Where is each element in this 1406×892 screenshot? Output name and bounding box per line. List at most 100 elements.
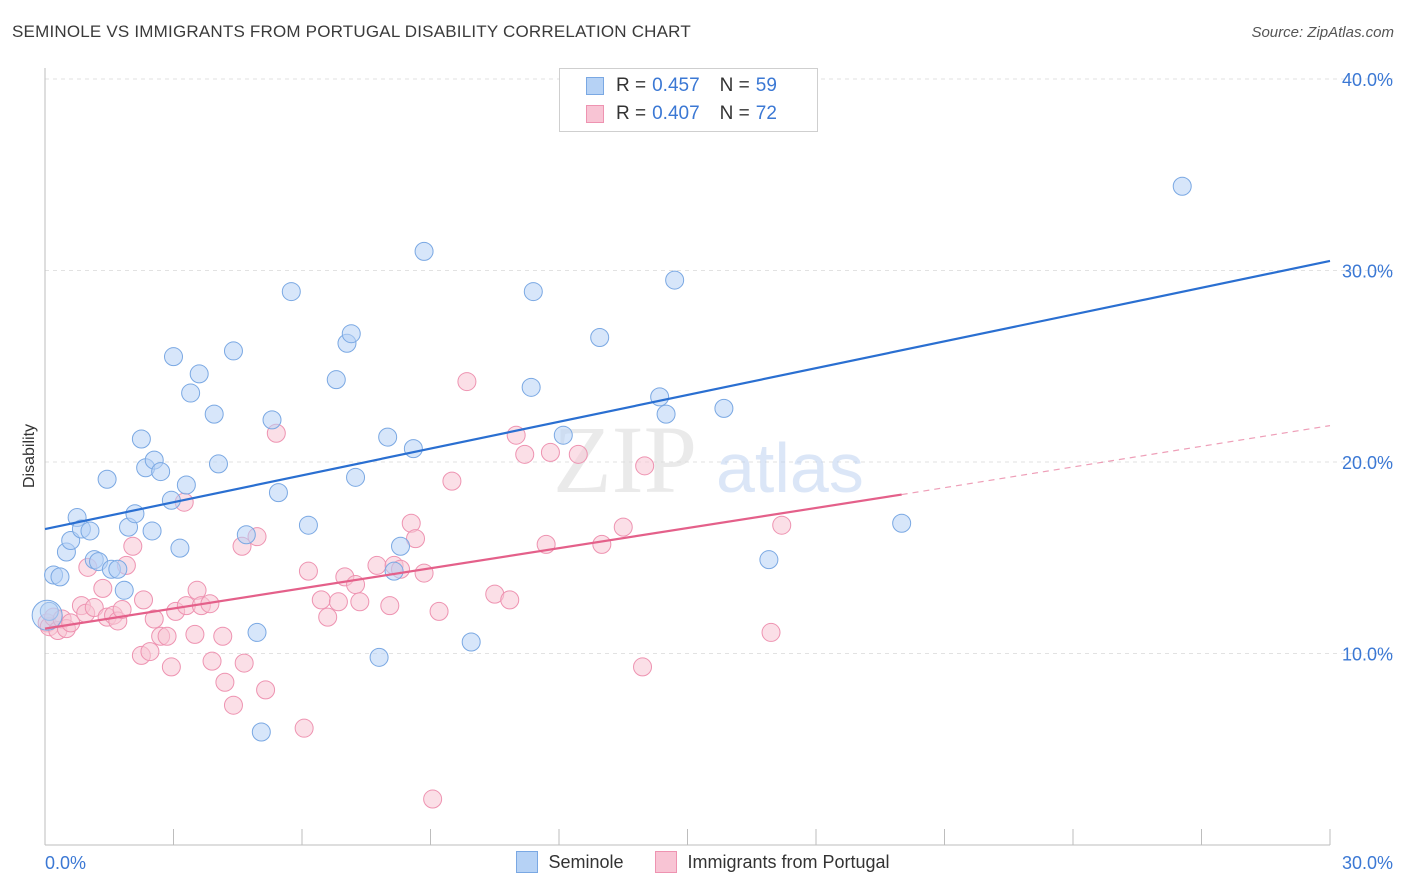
series-legend: Seminole Immigrants from Portugal — [0, 851, 1406, 873]
data-point-portugal — [123, 536, 143, 556]
data-point-portugal — [185, 624, 205, 644]
data-point-seminole — [80, 521, 100, 541]
watermark-atlas: atlas — [716, 429, 864, 507]
y-tick-labels: 10.0% 20.0% 30.0% 40.0% — [1342, 70, 1393, 665]
data-point-seminole — [189, 364, 209, 384]
n-label: N = — [719, 75, 750, 96]
data-point-seminole — [298, 515, 318, 535]
data-point-portugal — [213, 626, 233, 646]
y-tick-label: 30.0% — [1342, 262, 1393, 282]
trend-line-portugal — [44, 493, 902, 630]
data-point-portugal — [772, 515, 792, 535]
legend-item-portugal[interactable]: Immigrants from Portugal — [655, 851, 890, 873]
data-point-portugal — [157, 626, 177, 646]
seminole-swatch — [516, 851, 539, 873]
data-point-seminole — [414, 241, 434, 261]
y-tick-label: 20.0% — [1342, 453, 1393, 473]
data-point-seminole — [142, 521, 162, 541]
data-point-seminole — [97, 469, 117, 489]
n-value: 59 — [755, 75, 777, 96]
data-point-portugal — [202, 651, 222, 671]
x-tick-labels: 0.0% 30.0% — [45, 853, 1393, 873]
trend-line-seminole — [44, 259, 1331, 531]
y-tick-label: 40.0% — [1342, 70, 1393, 90]
series-seminole-points — [31, 176, 1192, 742]
data-point-portugal — [112, 599, 132, 619]
trend-line-portugal-extension — [901, 425, 1331, 496]
data-point-seminole — [369, 647, 389, 667]
data-point-portugal — [515, 444, 535, 464]
data-point-seminole — [341, 324, 361, 344]
data-point-seminole — [656, 404, 676, 424]
watermark: ZIP atlas — [553, 406, 864, 513]
data-point-portugal — [298, 561, 318, 581]
data-point-portugal — [328, 592, 348, 612]
data-point-portugal — [380, 596, 400, 616]
x-tick-label: 0.0% — [45, 853, 86, 873]
r-value: 0.457 — [652, 75, 700, 96]
axes — [44, 68, 1331, 846]
data-point-portugal — [442, 471, 462, 491]
data-point-seminole — [181, 383, 201, 403]
data-point-portugal — [215, 672, 235, 692]
data-point-portugal — [134, 590, 154, 610]
data-point-seminole — [759, 550, 779, 570]
chart-title: SEMINOLE VS IMMIGRANTS FROM PORTUGAL DIS… — [12, 22, 691, 41]
seminole-swatch — [586, 77, 604, 95]
legend-item-seminole[interactable]: Seminole — [516, 851, 623, 873]
n-value: 72 — [755, 103, 777, 124]
data-point-portugal — [318, 607, 338, 627]
data-point-portugal — [414, 563, 434, 583]
data-point-seminole — [553, 425, 573, 445]
data-point-seminole — [391, 536, 411, 556]
data-point-seminole — [50, 567, 70, 587]
data-point-portugal — [93, 578, 113, 598]
y-axis-label: Disability — [21, 424, 38, 488]
x-tick-label: 30.0% — [1342, 853, 1393, 873]
data-point-seminole — [176, 475, 196, 495]
data-point-seminole — [384, 561, 404, 581]
n-label: N = — [719, 103, 750, 124]
r-label: R = — [616, 75, 647, 96]
data-point-seminole — [208, 454, 228, 474]
data-point-seminole — [461, 632, 481, 652]
stats-legend: R = 0.457 N = 59 R = 0.407 N = 72 — [559, 68, 818, 132]
data-point-seminole — [403, 439, 423, 459]
data-point-portugal — [592, 534, 612, 554]
portugal-swatch — [655, 851, 678, 873]
data-point-seminole — [378, 427, 398, 447]
stats-legend-row-portugal: R = 0.407 N = 72 — [586, 101, 777, 127]
data-point-seminole — [223, 341, 243, 361]
data-point-portugal — [256, 680, 276, 700]
grid-lines — [45, 78, 1395, 654]
data-point-seminole — [125, 504, 145, 524]
data-point-seminole — [247, 622, 267, 642]
data-point-seminole — [170, 538, 190, 558]
source-credit: Source: ZipAtlas.com — [1251, 24, 1394, 41]
data-point-seminole — [521, 377, 541, 397]
legend-label-seminole: Seminole — [548, 851, 624, 872]
data-point-portugal — [761, 622, 781, 642]
data-point-seminole — [204, 404, 224, 424]
data-point-seminole — [114, 580, 134, 600]
data-point-seminole — [1172, 176, 1192, 196]
data-point-seminole — [151, 462, 171, 482]
data-point-seminole — [714, 398, 734, 418]
data-point-seminole — [108, 559, 128, 579]
data-point-portugal — [367, 555, 387, 575]
portugal-swatch — [586, 105, 604, 123]
legend-label-portugal: Immigrants from Portugal — [687, 851, 890, 872]
stats-legend-row-seminole: R = 0.457 N = 59 — [586, 73, 777, 99]
data-point-portugal — [311, 590, 331, 610]
y-tick-label: 10.0% — [1342, 645, 1393, 665]
data-point-seminole — [892, 513, 912, 533]
data-point-portugal — [223, 695, 243, 715]
data-point-portugal — [423, 789, 443, 809]
data-point-portugal — [429, 601, 449, 621]
data-point-portugal — [406, 529, 426, 549]
data-point-portugal — [140, 642, 160, 662]
data-point-seminole — [665, 270, 685, 290]
data-point-seminole — [164, 347, 183, 367]
data-point-portugal — [161, 657, 181, 677]
